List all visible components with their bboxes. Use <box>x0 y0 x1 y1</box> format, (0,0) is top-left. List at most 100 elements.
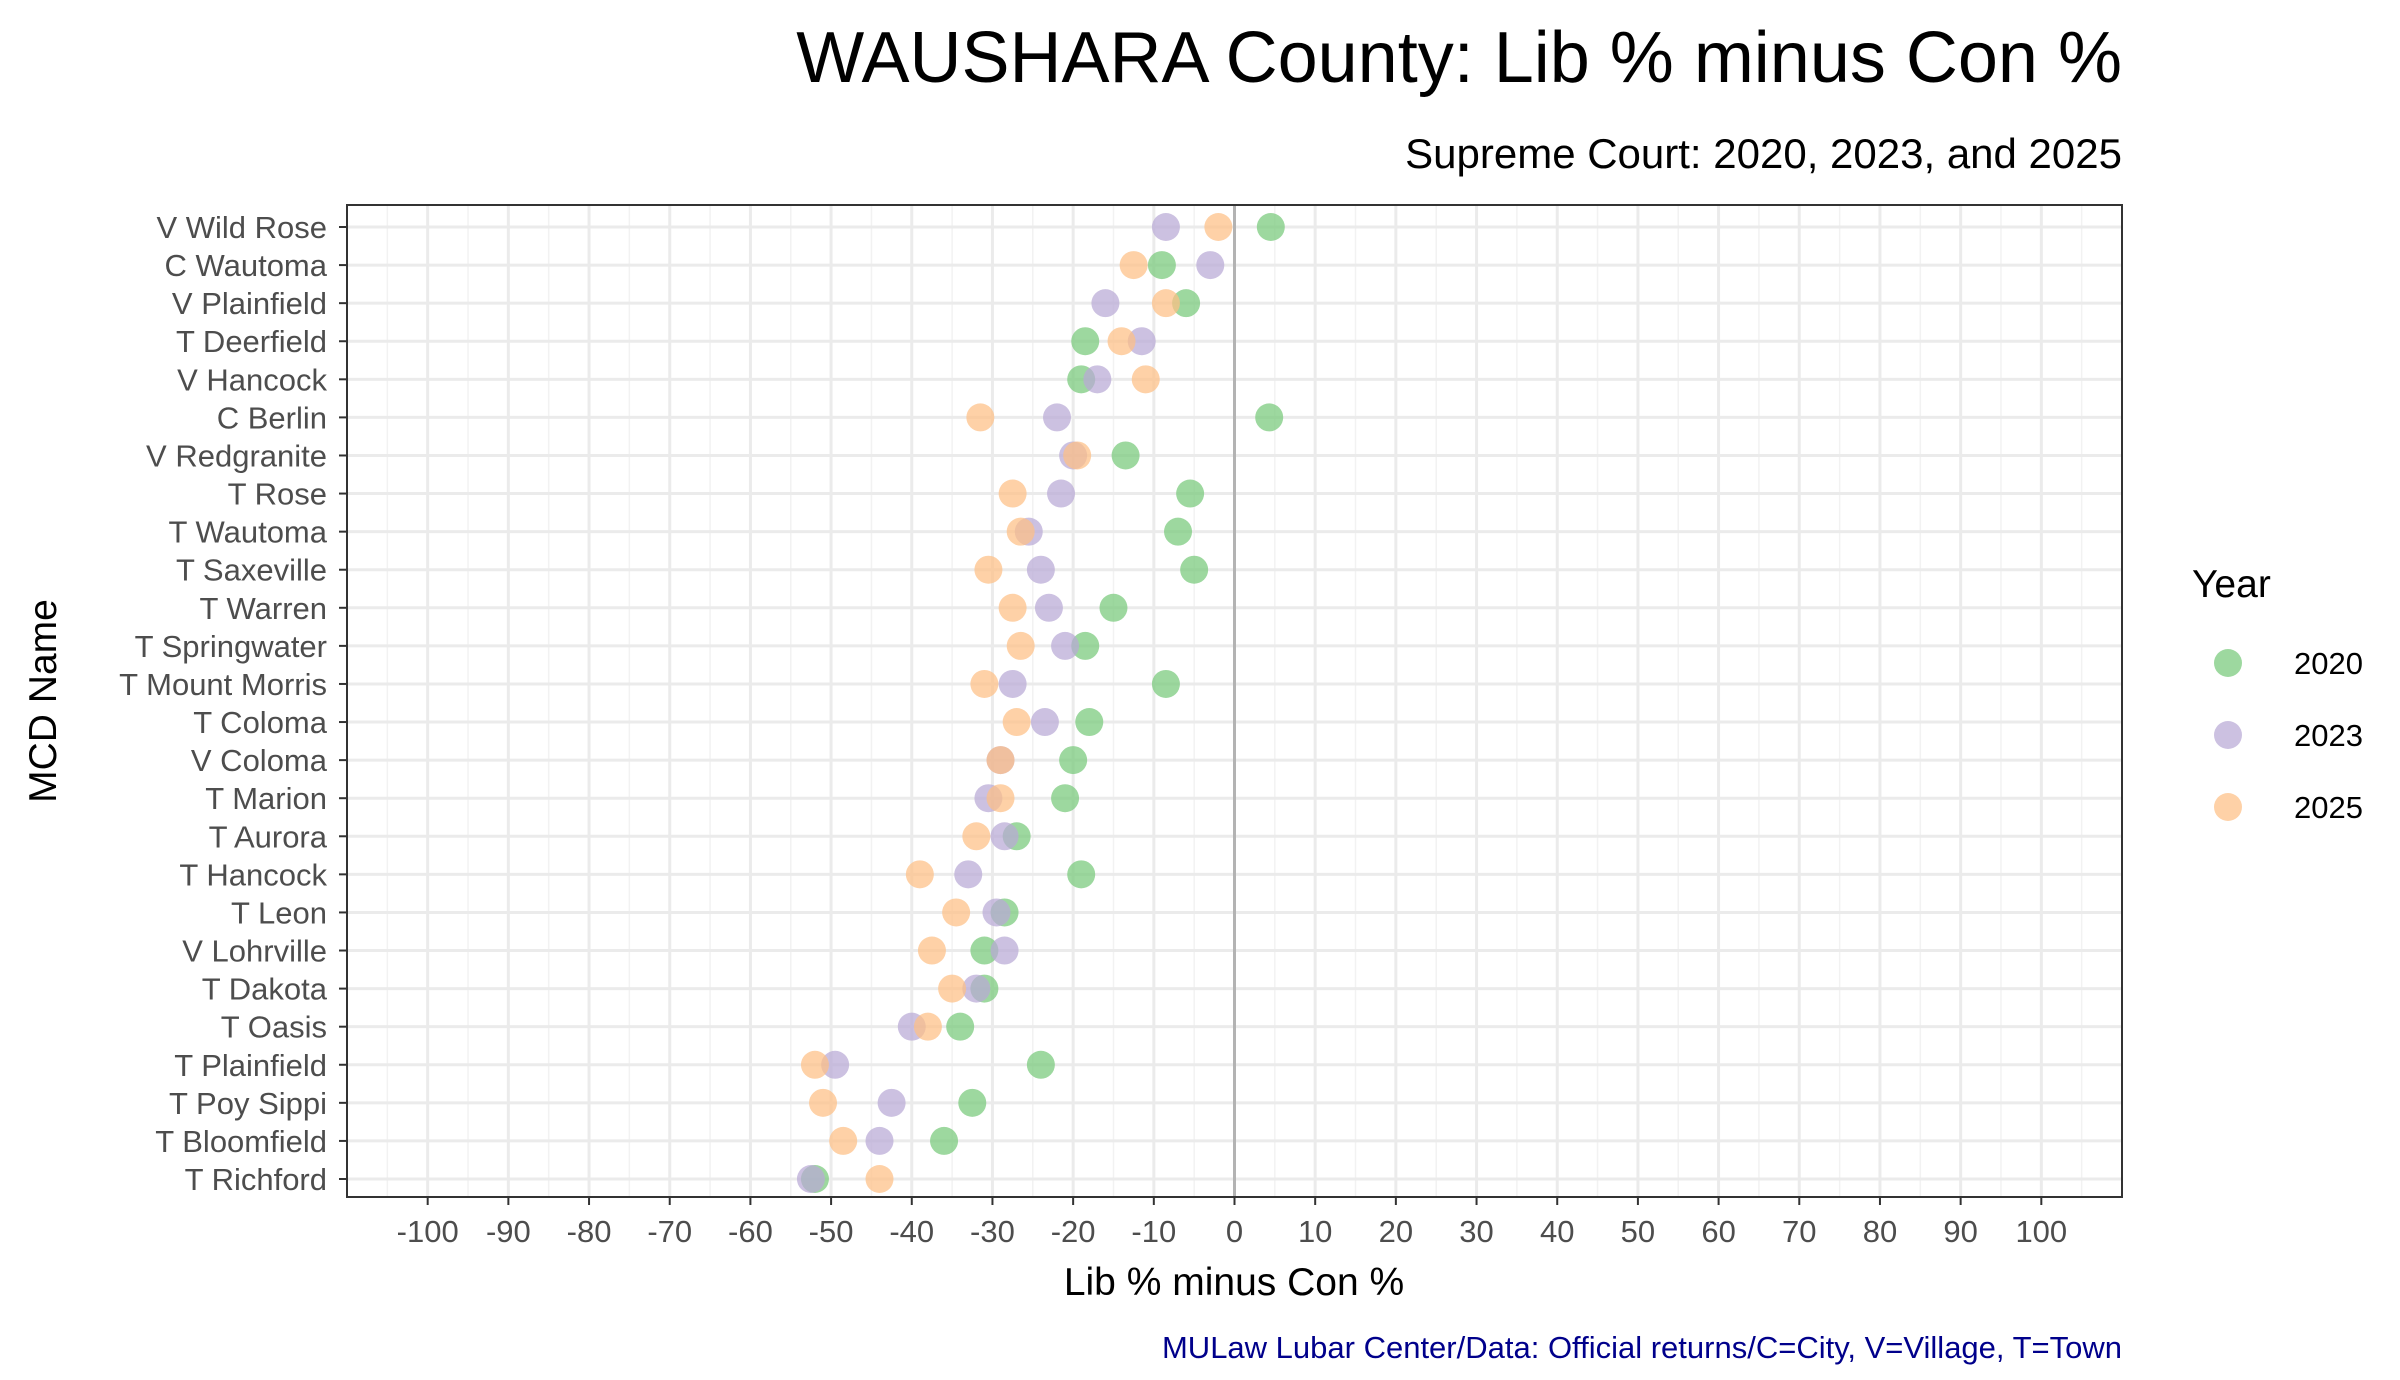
point-2023 <box>1047 479 1076 508</box>
point-2023 <box>821 1050 850 1079</box>
point-2020 <box>1151 669 1180 698</box>
y-tick-label: T Coloma <box>193 705 328 740</box>
legend-key-2020 <box>2214 649 2242 677</box>
point-2020 <box>958 1088 987 1117</box>
point-2025 <box>970 669 999 698</box>
point-2025 <box>1119 251 1148 280</box>
point-2023 <box>865 1126 894 1155</box>
point-2023 <box>1043 403 1071 432</box>
point-2025 <box>986 746 1015 775</box>
y-tick-label: T Oasis <box>221 1010 327 1045</box>
y-tick-label: V Wild Rose <box>156 210 327 245</box>
point-2025 <box>998 593 1027 622</box>
x-tick-label: 100 <box>2015 1214 2067 1249</box>
x-tick-label: 10 <box>1298 1214 1332 1249</box>
x-tick-label: 60 <box>1701 1214 1735 1249</box>
point-2023 <box>962 974 991 1003</box>
point-2023 <box>990 822 1019 851</box>
x-tick-label: 90 <box>1943 1214 1977 1249</box>
legend: Year 2020 2023 2025 <box>2192 563 2363 825</box>
point-2020 <box>1164 517 1193 546</box>
point-2025 <box>917 936 946 965</box>
x-tick-label: 80 <box>1863 1214 1897 1249</box>
point-2020 <box>1255 403 1284 432</box>
point-2025 <box>1151 289 1180 318</box>
data-points <box>796 213 1285 1193</box>
x-tick-label: -10 <box>1131 1214 1176 1249</box>
point-2023 <box>796 1165 825 1193</box>
point-2020 <box>1147 251 1176 280</box>
point-2025 <box>998 479 1027 508</box>
point-2025 <box>962 822 991 851</box>
point-2020 <box>1256 213 1285 241</box>
y-tick-label: V Coloma <box>191 743 328 778</box>
x-tick-label: -20 <box>1051 1214 1096 1249</box>
y-tick-label: T Plainfield <box>174 1048 327 1083</box>
point-2020 <box>1111 441 1140 470</box>
x-tick-label: -40 <box>889 1214 934 1249</box>
point-2025 <box>1107 327 1136 356</box>
point-2020 <box>1071 631 1100 660</box>
point-2023 <box>1091 289 1120 318</box>
legend-key-2025 <box>2214 793 2242 821</box>
x-tick-label: 0 <box>1226 1214 1243 1249</box>
y-tick-label: V Lohrville <box>182 934 327 969</box>
point-2023 <box>1083 365 1112 394</box>
y-tick-label: V Redgranite <box>146 438 327 473</box>
y-tick-label: T Wautoma <box>169 515 328 550</box>
point-2020 <box>930 1126 959 1155</box>
point-2023 <box>1051 631 1080 660</box>
x-tick-label: 70 <box>1782 1214 1816 1249</box>
point-2023 <box>1196 251 1225 280</box>
y-axis-title: MCD Name <box>22 599 65 803</box>
chart-subtitle: Supreme Court: 2020, 2023, and 2025 <box>1405 130 2122 177</box>
point-2025 <box>829 1126 858 1155</box>
y-tick-label: T Poy Sippi <box>169 1086 327 1121</box>
y-tick-label: T Hancock <box>179 857 327 892</box>
point-2020 <box>1075 708 1104 737</box>
legend-label: 2023 <box>2294 718 2363 753</box>
x-tick-label: -30 <box>970 1214 1015 1249</box>
y-tick-label: T Leon <box>231 895 327 930</box>
legend-key-2023 <box>2214 721 2242 749</box>
point-2025 <box>1131 365 1160 394</box>
x-tick-label: 30 <box>1459 1214 1493 1249</box>
point-2023 <box>1034 593 1063 622</box>
x-tick-label: -90 <box>486 1214 531 1249</box>
point-2025 <box>986 784 1015 813</box>
point-2020 <box>1176 479 1205 508</box>
y-tick-label: C Wautoma <box>164 248 327 283</box>
point-2025 <box>800 1050 829 1079</box>
point-2023 <box>998 669 1027 698</box>
point-2025 <box>1002 708 1031 737</box>
point-2023 <box>1151 213 1180 241</box>
x-tick-label: 50 <box>1621 1214 1655 1249</box>
legend-title: Year <box>2192 563 2271 606</box>
y-tick-label: T Dakota <box>202 972 328 1007</box>
point-2020 <box>1071 327 1100 356</box>
chart-title: WAUSHARA County: Lib % minus Con % <box>796 18 2122 98</box>
y-tick-label: C Berlin <box>217 400 327 435</box>
point-2020 <box>1059 746 1088 775</box>
point-2020 <box>1180 555 1209 584</box>
y-tick-label: T Marion <box>205 781 327 816</box>
point-2023 <box>877 1088 906 1117</box>
legend-label: 2025 <box>2294 790 2363 825</box>
legend-label: 2020 <box>2294 646 2363 681</box>
y-tick-label: T Richford <box>185 1162 327 1197</box>
point-2025 <box>865 1165 894 1193</box>
point-2025 <box>1204 213 1233 241</box>
point-2023 <box>1026 555 1055 584</box>
y-tick-label: T Bloomfield <box>155 1124 327 1159</box>
x-tick-label: -80 <box>567 1214 612 1249</box>
y-tick-label: V Plainfield <box>172 286 327 321</box>
x-tick-label: 40 <box>1540 1214 1574 1249</box>
point-2025 <box>1006 517 1035 546</box>
y-tick-label: T Mount Morris <box>119 667 327 702</box>
x-tick-label: -50 <box>809 1214 854 1249</box>
x-tick-label: 20 <box>1379 1214 1413 1249</box>
x-tick-label: -100 <box>397 1214 459 1249</box>
x-tick-label: -70 <box>647 1214 692 1249</box>
